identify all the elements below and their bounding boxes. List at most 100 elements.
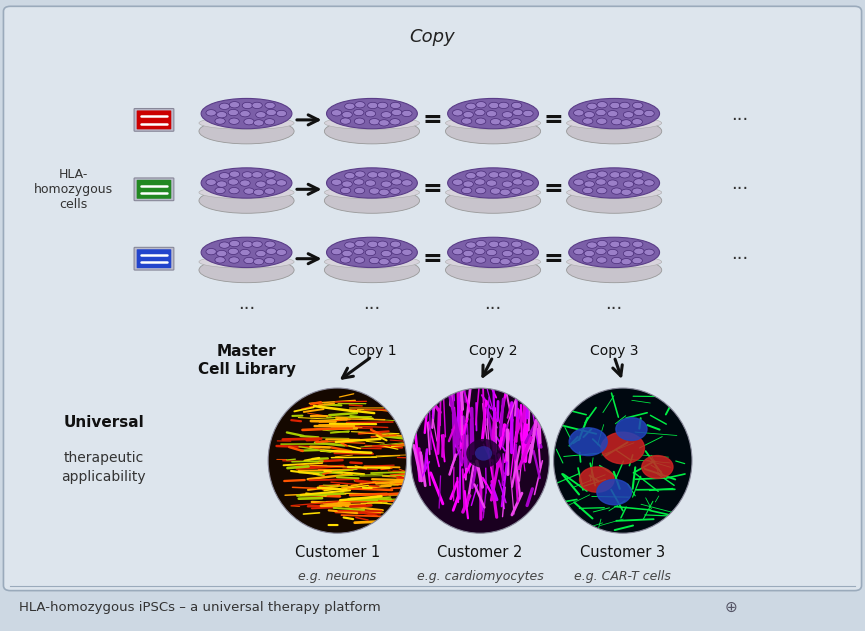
Ellipse shape <box>229 240 240 247</box>
Circle shape <box>569 428 607 456</box>
Ellipse shape <box>324 257 420 283</box>
Ellipse shape <box>644 110 654 117</box>
Text: Copy 2: Copy 2 <box>469 344 517 358</box>
Ellipse shape <box>216 181 227 187</box>
Ellipse shape <box>632 172 643 178</box>
Ellipse shape <box>381 251 392 257</box>
Text: Copy 1: Copy 1 <box>348 344 396 358</box>
Ellipse shape <box>586 172 597 179</box>
Ellipse shape <box>252 172 262 178</box>
Ellipse shape <box>390 102 400 109</box>
Ellipse shape <box>596 109 606 115</box>
Ellipse shape <box>342 251 352 257</box>
Ellipse shape <box>265 172 275 178</box>
Ellipse shape <box>452 179 463 186</box>
Text: e.g. CAR-T cells: e.g. CAR-T cells <box>574 570 671 583</box>
Text: ···: ··· <box>606 300 623 318</box>
Ellipse shape <box>355 240 365 247</box>
Ellipse shape <box>268 388 407 533</box>
Ellipse shape <box>511 119 522 125</box>
Ellipse shape <box>401 110 412 117</box>
Ellipse shape <box>256 181 266 187</box>
Ellipse shape <box>344 242 355 248</box>
Ellipse shape <box>607 180 618 186</box>
Ellipse shape <box>607 110 618 117</box>
Ellipse shape <box>324 188 420 213</box>
Ellipse shape <box>632 257 643 264</box>
Ellipse shape <box>569 237 660 268</box>
Ellipse shape <box>463 112 473 118</box>
Ellipse shape <box>229 187 240 194</box>
Ellipse shape <box>486 110 497 117</box>
Ellipse shape <box>632 102 643 109</box>
Ellipse shape <box>489 172 499 178</box>
Ellipse shape <box>219 242 229 248</box>
Ellipse shape <box>584 112 594 118</box>
Ellipse shape <box>199 119 294 144</box>
Ellipse shape <box>355 102 365 108</box>
Ellipse shape <box>365 110 375 117</box>
Ellipse shape <box>244 188 254 194</box>
Ellipse shape <box>390 257 400 264</box>
Ellipse shape <box>354 248 364 254</box>
Ellipse shape <box>569 168 660 198</box>
Ellipse shape <box>240 180 250 186</box>
Ellipse shape <box>324 117 420 129</box>
Ellipse shape <box>503 181 513 187</box>
Ellipse shape <box>392 109 402 115</box>
Ellipse shape <box>392 248 402 254</box>
FancyBboxPatch shape <box>134 178 174 201</box>
Ellipse shape <box>463 251 473 257</box>
Ellipse shape <box>256 112 266 118</box>
Ellipse shape <box>498 102 509 109</box>
Ellipse shape <box>240 249 250 256</box>
Ellipse shape <box>511 172 522 178</box>
Ellipse shape <box>624 112 634 118</box>
Ellipse shape <box>242 172 253 178</box>
Ellipse shape <box>390 172 400 178</box>
Ellipse shape <box>597 102 607 108</box>
Ellipse shape <box>201 237 292 268</box>
Ellipse shape <box>500 120 510 126</box>
Ellipse shape <box>610 172 620 178</box>
Ellipse shape <box>379 189 389 196</box>
Ellipse shape <box>582 187 593 194</box>
Ellipse shape <box>567 256 662 268</box>
Circle shape <box>616 418 647 440</box>
Ellipse shape <box>199 186 294 199</box>
Ellipse shape <box>490 119 501 125</box>
Ellipse shape <box>621 259 631 265</box>
Ellipse shape <box>475 446 492 461</box>
Ellipse shape <box>445 186 541 199</box>
Ellipse shape <box>624 251 634 257</box>
Text: Customer 3: Customer 3 <box>580 545 665 560</box>
Ellipse shape <box>452 110 463 116</box>
Ellipse shape <box>401 249 412 256</box>
Ellipse shape <box>573 110 584 116</box>
Ellipse shape <box>619 241 630 247</box>
Ellipse shape <box>452 249 463 255</box>
Ellipse shape <box>461 257 471 263</box>
Ellipse shape <box>368 172 378 178</box>
Ellipse shape <box>355 118 365 124</box>
Ellipse shape <box>344 172 355 179</box>
Ellipse shape <box>511 102 522 109</box>
Ellipse shape <box>597 240 607 247</box>
Ellipse shape <box>513 248 523 254</box>
Text: ···: ··· <box>731 111 748 129</box>
Ellipse shape <box>377 241 388 247</box>
Ellipse shape <box>498 241 509 247</box>
Ellipse shape <box>201 98 292 129</box>
Ellipse shape <box>597 171 607 177</box>
Ellipse shape <box>644 249 654 256</box>
Ellipse shape <box>265 119 275 125</box>
Ellipse shape <box>584 181 594 187</box>
Ellipse shape <box>199 257 294 283</box>
Ellipse shape <box>465 172 476 179</box>
Ellipse shape <box>582 257 593 263</box>
Ellipse shape <box>463 181 473 187</box>
Ellipse shape <box>466 439 501 468</box>
Ellipse shape <box>219 172 229 179</box>
Ellipse shape <box>201 168 292 198</box>
Ellipse shape <box>445 117 541 129</box>
